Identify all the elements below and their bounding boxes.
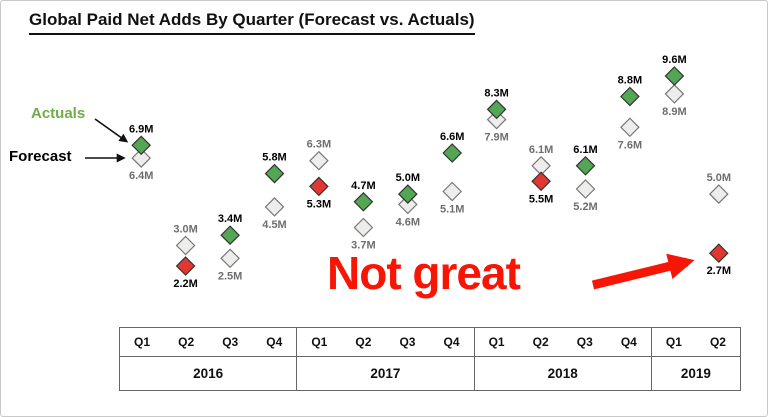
- actual-point: [531, 171, 551, 192]
- actual-value-label: 8.8M: [618, 75, 642, 87]
- year-group-2016: Q1 Q2 Q3 Q4 2016: [120, 328, 298, 390]
- actual-point: [442, 143, 463, 163]
- year-label: 2016: [193, 366, 224, 381]
- actual-point: [309, 176, 329, 197]
- forecast-value-label: 6.1M: [529, 144, 553, 156]
- forecast-point: [220, 248, 240, 269]
- forecast-value-label: 6.3M: [307, 139, 331, 151]
- forecast-value-label: 3.7M: [351, 240, 375, 252]
- year-group-2018: Q1 Q2 Q3 Q4 2018: [474, 328, 652, 390]
- forecast-point: [664, 84, 685, 104]
- forecast-point: [175, 235, 196, 256]
- actual-point: [664, 66, 685, 86]
- quarter-label: Q1: [488, 335, 505, 349]
- not-great-annotation: Not great: [327, 247, 521, 299]
- legend-forecast-label: Forecast: [9, 148, 72, 165]
- quarter-label: Q1: [134, 335, 151, 349]
- actual-value-label: 8.3M: [484, 87, 508, 99]
- actual-point: [264, 163, 285, 184]
- forecast-value-label: 5.2M: [573, 201, 597, 213]
- forecast-point: [575, 179, 596, 199]
- year-group-2017: Q1 Q2 Q3 Q4 2017: [297, 328, 475, 390]
- actual-point: [175, 256, 196, 276]
- actual-value-label: 3.4M: [218, 213, 242, 225]
- quarter-label: Q3: [576, 335, 593, 349]
- quarter-label: Q2: [709, 335, 726, 349]
- quarter-label: Q4: [443, 335, 460, 349]
- actual-point: [620, 86, 640, 107]
- year-label: 2018: [547, 366, 578, 381]
- forecast-point: [264, 197, 285, 217]
- forecast-value-label: 7.9M: [484, 132, 508, 144]
- x-axis-table: Q1 Q2 Q3 Q4 2016 Q1 Q2 Q3 Q4 2017 Q1 Q2 Q3 Q4 2018 Q1 Q2…: [119, 327, 741, 391]
- forecast-value-label: 5.0M: [707, 172, 731, 184]
- forecast-point: [708, 184, 729, 204]
- actual-value-label: 2.7M: [707, 265, 731, 277]
- actual-point: [353, 191, 374, 212]
- actual-value-label: 2.2M: [173, 278, 197, 290]
- forecast-value-label: 4.6M: [396, 216, 420, 228]
- legend-actuals-label: Actuals: [31, 105, 86, 122]
- quarter-label: Q4: [266, 335, 283, 349]
- actual-point: [708, 243, 729, 264]
- forecast-value-label: 5.1M: [440, 204, 464, 216]
- quarter-label: Q2: [532, 335, 549, 349]
- actual-point: [575, 155, 596, 176]
- quarter-label: Q4: [620, 335, 637, 349]
- actual-point: [220, 225, 240, 246]
- actual-point: [486, 99, 507, 120]
- forecast-value-label: 4.5M: [262, 219, 286, 231]
- quarter-label: Q1: [665, 335, 682, 349]
- actual-value-label: 6.1M: [573, 144, 597, 156]
- forecast-value-label: 7.6M: [618, 139, 642, 151]
- quarter-label: Q3: [222, 335, 239, 349]
- actual-value-label: 5.8M: [262, 152, 286, 164]
- actual-value-label: 6.6M: [440, 131, 464, 143]
- forecast-value-label: 3.0M: [173, 224, 197, 236]
- year-label: 2019: [680, 366, 711, 381]
- actuals-legend-arrow: [94, 118, 129, 143]
- actual-point: [397, 184, 418, 204]
- actual-point: [131, 135, 152, 156]
- quarter-label: Q1: [311, 335, 328, 349]
- forecast-point: [397, 194, 418, 215]
- forecast-point: [620, 117, 640, 138]
- quarter-label: Q3: [399, 335, 416, 349]
- chart-title: Global Paid Net Adds By Quarter (Forecas…: [29, 10, 475, 35]
- forecast-value-label: 6.4M: [129, 170, 153, 182]
- quarter-label: Q2: [178, 335, 195, 349]
- actual-value-label: 9.6M: [662, 54, 686, 66]
- forecast-point: [353, 217, 374, 238]
- forecast-point: [486, 109, 507, 130]
- actual-value-label: 5.3M: [307, 198, 331, 210]
- year-group-2019: Q1 Q2 2019: [651, 328, 740, 390]
- data-points-layer: 6.9M 6.4M 2.2M 3.0M 3.4M 2.5M 5.8M 4.5M 5.3M 6.3M…: [129, 54, 731, 290]
- actual-value-label: 6.9M: [129, 123, 153, 135]
- not-great-arrow: [591, 253, 695, 290]
- actual-value-label: 5.5M: [529, 193, 553, 205]
- actual-value-label: 4.7M: [351, 180, 375, 192]
- forecast-point: [309, 150, 329, 171]
- forecast-point: [131, 148, 152, 168]
- actual-value-label: 5.0M: [396, 172, 420, 184]
- forecast-value-label: 2.5M: [218, 270, 242, 282]
- forecast-point: [442, 181, 463, 202]
- year-label: 2017: [370, 366, 401, 381]
- forecast-value-label: 8.9M: [662, 106, 686, 118]
- quarter-label: Q2: [355, 335, 372, 349]
